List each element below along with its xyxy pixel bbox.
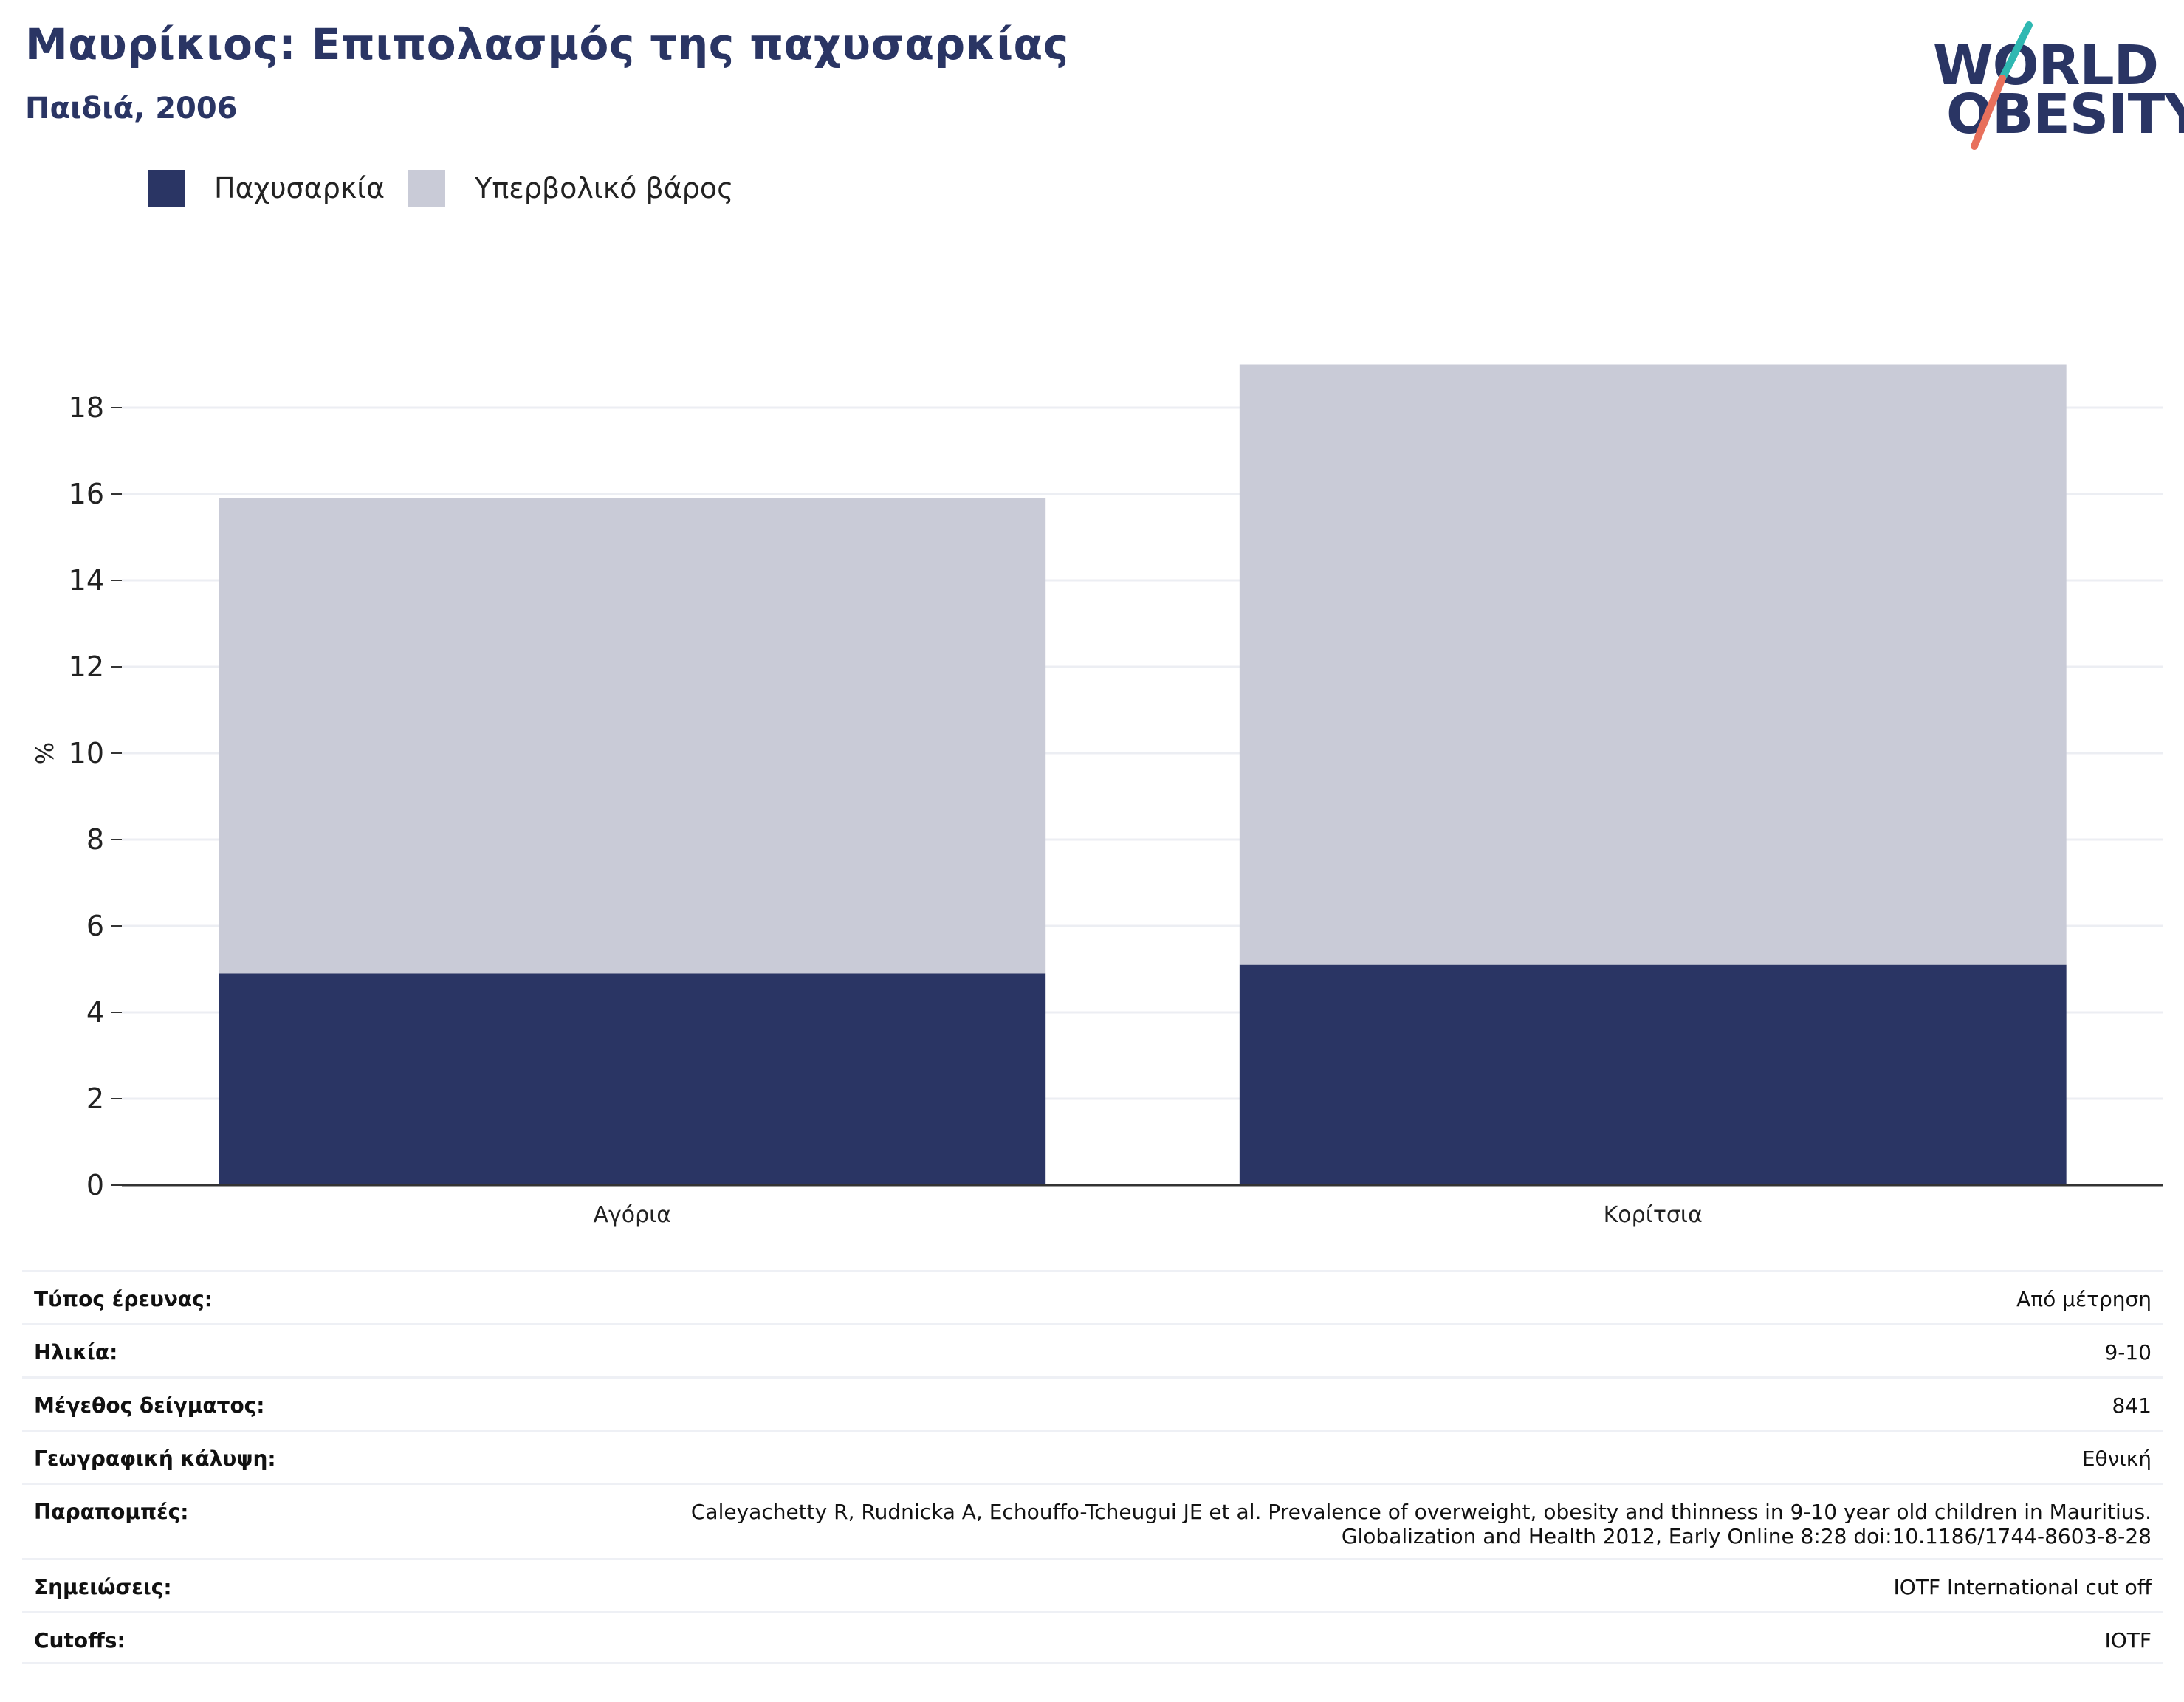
legend: Παχυσαρκία Υπερβολικό βάρος bbox=[148, 170, 757, 207]
info-row: Μέγεθος δείγματος: 841 bbox=[22, 1376, 2163, 1430]
chart-subtitle: Παιδιά, 2006 bbox=[25, 92, 238, 126]
x-category-label: Κορίτσια bbox=[1604, 1202, 1703, 1228]
y-axis-label: % bbox=[31, 742, 59, 764]
info-row: Γεωγραφική κάλυψη: Εθνική bbox=[22, 1430, 2163, 1483]
y-tick-label: 12 bbox=[69, 651, 104, 683]
y-tick-label: 14 bbox=[69, 564, 104, 597]
info-key: Παραπομπές: bbox=[34, 1500, 189, 1524]
chart-title: Μαυρίκιος: Επιπολασμός της παχυσαρκίας bbox=[25, 19, 1069, 69]
info-value: Από μέτρηση bbox=[2016, 1287, 2152, 1311]
info-key: Ηλικία: bbox=[34, 1340, 118, 1365]
info-key: Σημειώσεις: bbox=[34, 1575, 172, 1599]
logo-text-world: WORLD bbox=[1933, 34, 2159, 97]
world-obesity-logo: WORLD OBESITY bbox=[1920, 19, 2184, 159]
logo-slash-icon bbox=[1971, 21, 2033, 150]
stacked-bar-chart: 0 2 4 6 8 10 12 14 16 18% Αγόρια Κορίτσια bbox=[31, 364, 2163, 1228]
info-value: 841 bbox=[2112, 1393, 2152, 1418]
y-tick-label: 0 bbox=[86, 1169, 104, 1201]
bar-segment-overweight-0 bbox=[219, 498, 1046, 974]
info-value: IOTF International cut off bbox=[1893, 1575, 2152, 1599]
y-tick-label: 6 bbox=[86, 910, 104, 942]
x-category-label: Αγόρια bbox=[593, 1202, 671, 1228]
info-key: Τύπος έρευνας: bbox=[34, 1287, 213, 1311]
y-tick-label: 16 bbox=[69, 478, 104, 510]
info-value: Εθνική bbox=[2081, 1447, 2152, 1471]
legend-item-obesity[interactable]: Παχυσαρκία bbox=[148, 170, 385, 207]
bar-segment-obesity-1 bbox=[1239, 964, 2067, 1185]
y-tick-label: 2 bbox=[86, 1082, 104, 1115]
bar-segment-obesity-0 bbox=[219, 973, 1046, 1185]
info-row: Τύπος έρευνας: Από μέτρηση bbox=[22, 1270, 2163, 1323]
legend-item-overweight[interactable]: Υπερβολικό βάρος bbox=[408, 170, 733, 207]
legend-swatch-overweight bbox=[408, 170, 446, 207]
info-row: Σημειώσεις: IOTF International cut off bbox=[22, 1558, 2163, 1611]
legend-swatch-obesity bbox=[148, 170, 185, 207]
y-tick-label: 8 bbox=[86, 823, 104, 856]
legend-label-obesity: Παχυσαρκία bbox=[214, 172, 385, 205]
info-key: Γεωγραφική κάλυψη: bbox=[34, 1447, 276, 1471]
y-tick-label: 18 bbox=[69, 391, 104, 424]
y-tick-label: 10 bbox=[69, 737, 104, 769]
info-key: Μέγεθος δείγματος: bbox=[34, 1393, 265, 1418]
info-row: Ηλικία: 9-10 bbox=[22, 1323, 2163, 1376]
legend-label-overweight: Υπερβολικό βάρος bbox=[475, 172, 734, 205]
info-value: 9-10 bbox=[2104, 1340, 2152, 1365]
info-row: Παραπομπές: Caleyachetty R, Rudnicka A, E… bbox=[22, 1483, 2163, 1558]
info-value: Caleyachetty R, Rudnicka A, Echouffo-Tch… bbox=[690, 1500, 2152, 1549]
survey-info-table: Τύπος έρευνας: Από μέτρηση Ηλικία: 9-10 Μέγε… bbox=[22, 1270, 2163, 1664]
bar-segment-overweight-1 bbox=[1239, 364, 2067, 965]
info-row: Cutoffs: IOTF bbox=[22, 1611, 2163, 1664]
info-value: IOTF bbox=[2104, 1628, 2152, 1653]
info-key: Cutoffs: bbox=[34, 1628, 126, 1653]
y-tick-label: 4 bbox=[86, 996, 104, 1029]
